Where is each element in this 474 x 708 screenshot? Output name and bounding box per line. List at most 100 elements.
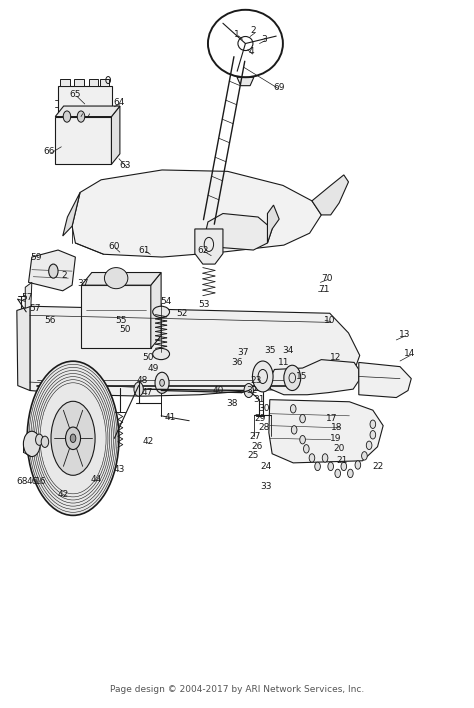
Text: 18: 18: [330, 423, 342, 433]
Text: 29: 29: [255, 414, 266, 423]
Text: 32: 32: [246, 386, 258, 395]
Bar: [82, 285, 151, 348]
Polygon shape: [30, 307, 360, 396]
Polygon shape: [28, 250, 75, 291]
Circle shape: [328, 462, 334, 471]
Text: 64: 64: [113, 98, 125, 107]
Text: 2: 2: [251, 26, 256, 35]
Text: 70: 70: [321, 273, 333, 282]
Text: 22: 22: [372, 462, 383, 471]
Circle shape: [370, 430, 376, 439]
Text: 30: 30: [258, 404, 270, 413]
Text: 10: 10: [324, 316, 336, 325]
Polygon shape: [63, 193, 80, 236]
Text: 19: 19: [329, 434, 341, 442]
Text: 3: 3: [261, 35, 267, 44]
Text: 23: 23: [250, 376, 262, 385]
Polygon shape: [195, 229, 223, 264]
Circle shape: [347, 469, 353, 478]
Text: 60: 60: [109, 242, 120, 251]
Circle shape: [155, 372, 169, 394]
Polygon shape: [151, 273, 161, 348]
Ellipse shape: [51, 401, 95, 475]
Circle shape: [244, 384, 254, 398]
Circle shape: [309, 454, 315, 462]
Ellipse shape: [104, 268, 128, 289]
Text: 24: 24: [260, 462, 272, 471]
Text: 43: 43: [113, 465, 125, 474]
Text: 48: 48: [137, 376, 148, 385]
Text: 54: 54: [160, 297, 172, 306]
Text: 49: 49: [148, 363, 159, 372]
Polygon shape: [269, 399, 383, 463]
Text: 26: 26: [251, 442, 263, 451]
Circle shape: [366, 441, 372, 450]
Text: 42: 42: [142, 438, 154, 446]
Bar: [60, 79, 70, 86]
Circle shape: [63, 111, 71, 122]
Circle shape: [370, 420, 376, 428]
Circle shape: [284, 365, 301, 391]
Text: 62: 62: [198, 246, 209, 255]
Text: 50: 50: [120, 325, 131, 334]
Text: 56: 56: [44, 316, 55, 325]
Bar: [100, 79, 109, 86]
Circle shape: [134, 382, 143, 396]
Polygon shape: [204, 214, 272, 250]
Text: 46: 46: [26, 477, 37, 486]
Text: ARI: ARI: [157, 314, 317, 394]
Ellipse shape: [27, 361, 119, 515]
Text: 69: 69: [273, 83, 285, 91]
Circle shape: [70, 434, 76, 442]
Text: 28: 28: [258, 423, 270, 433]
Circle shape: [77, 111, 85, 122]
Polygon shape: [82, 273, 161, 285]
Text: 52: 52: [176, 309, 187, 318]
Circle shape: [23, 431, 40, 457]
Text: 35: 35: [264, 346, 275, 355]
Text: 34: 34: [282, 346, 293, 355]
Text: 4: 4: [248, 47, 254, 57]
Text: 37: 37: [237, 348, 248, 357]
Circle shape: [303, 445, 309, 453]
Text: 55: 55: [115, 316, 127, 325]
Circle shape: [49, 264, 58, 278]
Bar: [58, 86, 112, 114]
Text: 16: 16: [36, 477, 47, 486]
Text: 2: 2: [62, 271, 67, 280]
Text: 66: 66: [44, 147, 55, 156]
Text: 63: 63: [120, 161, 131, 170]
Text: 33: 33: [260, 481, 272, 491]
Bar: [89, 79, 98, 86]
Circle shape: [291, 404, 296, 413]
Text: 36: 36: [231, 358, 243, 367]
Circle shape: [292, 426, 297, 434]
Text: 25: 25: [247, 452, 259, 460]
Circle shape: [341, 462, 346, 471]
Text: 68: 68: [17, 477, 28, 486]
Ellipse shape: [153, 348, 170, 360]
Text: 65: 65: [70, 90, 81, 98]
Polygon shape: [25, 282, 32, 309]
Text: 1: 1: [234, 30, 240, 39]
Polygon shape: [312, 175, 348, 215]
Text: 13: 13: [399, 330, 410, 339]
Circle shape: [362, 452, 367, 460]
Circle shape: [315, 462, 320, 471]
Polygon shape: [72, 170, 321, 257]
Circle shape: [41, 436, 49, 447]
Text: 40: 40: [212, 386, 224, 395]
Text: 31: 31: [254, 395, 265, 404]
Polygon shape: [269, 360, 359, 395]
Polygon shape: [359, 362, 411, 398]
Text: 20: 20: [333, 445, 345, 453]
Polygon shape: [17, 307, 30, 391]
Circle shape: [36, 434, 43, 445]
Text: 11: 11: [278, 358, 290, 367]
Polygon shape: [55, 106, 120, 117]
Bar: [74, 79, 84, 86]
Text: 61: 61: [138, 246, 150, 255]
Text: 71: 71: [319, 285, 330, 294]
Circle shape: [253, 361, 273, 392]
Text: 50: 50: [142, 353, 154, 362]
